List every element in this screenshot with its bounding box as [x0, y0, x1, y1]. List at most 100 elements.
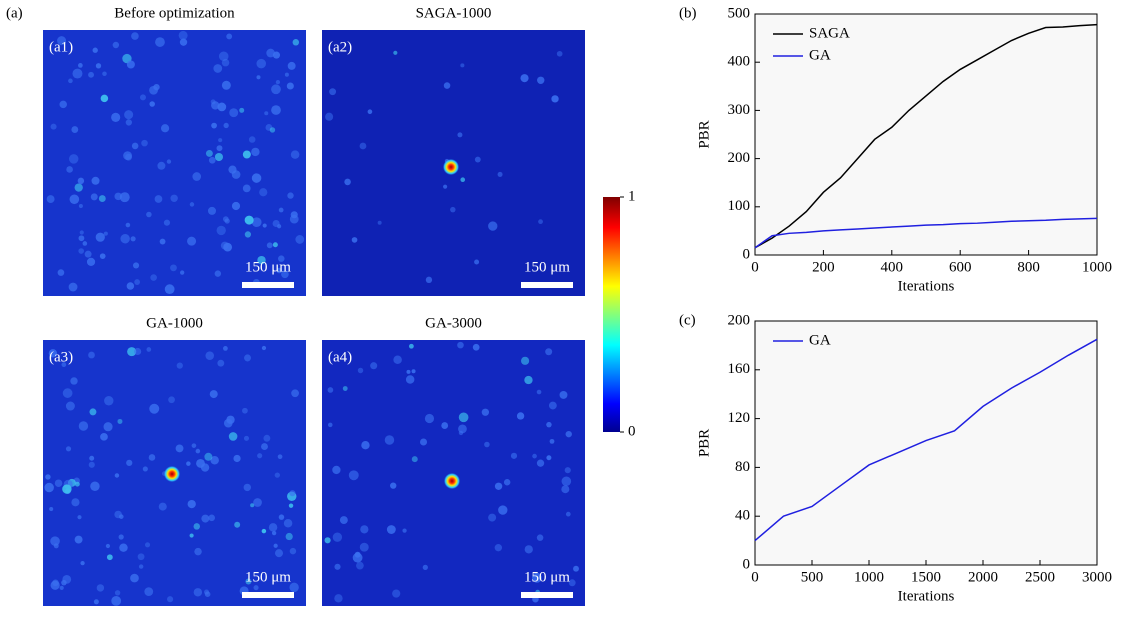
figure-label: (a) — [6, 5, 23, 21]
speckle — [266, 48, 275, 58]
x-axis-label: Iterations — [898, 588, 955, 604]
speckle — [261, 345, 267, 351]
y-axis-label: PBR — [696, 429, 712, 457]
speckle — [120, 233, 130, 244]
speckle — [286, 82, 294, 90]
speckle — [327, 387, 334, 393]
speckle — [112, 41, 120, 49]
speckle — [537, 76, 545, 85]
speckle — [131, 142, 139, 150]
y-tick-label: 160 — [728, 361, 751, 377]
speckle — [233, 454, 241, 463]
speckle — [359, 542, 369, 552]
speckle — [208, 156, 216, 164]
speckle — [531, 572, 542, 583]
speckle — [565, 511, 571, 517]
speckle — [127, 347, 137, 357]
heatmap-background — [43, 30, 306, 296]
speckle — [175, 444, 184, 453]
speckle — [573, 565, 579, 572]
x-tick-label: 2500 — [1025, 569, 1055, 585]
speckle — [224, 218, 230, 224]
speckle — [251, 173, 262, 183]
speckle — [556, 50, 563, 57]
speckle — [291, 389, 299, 398]
speckle — [186, 461, 191, 466]
colorbar — [603, 197, 620, 432]
speckle — [195, 448, 201, 454]
speckle — [494, 543, 503, 552]
speckle — [472, 343, 480, 351]
speckle — [78, 204, 83, 209]
x-tick-label: 200 — [812, 259, 835, 275]
y-tick-label: 0 — [743, 556, 751, 572]
speckle — [344, 178, 351, 186]
speckle — [180, 270, 185, 275]
speckle — [288, 503, 294, 508]
speckle — [256, 75, 261, 80]
speckle — [65, 446, 72, 452]
speckle — [68, 282, 78, 292]
speckle — [262, 223, 267, 228]
speckle — [123, 151, 132, 161]
speckle — [458, 430, 464, 436]
speckle — [289, 214, 299, 224]
speckle — [244, 354, 252, 362]
speckle — [223, 418, 233, 428]
speckle — [497, 171, 503, 177]
speckle — [88, 71, 94, 78]
speckle — [68, 78, 73, 84]
speckle — [568, 579, 576, 587]
speckle — [234, 521, 241, 528]
speckle — [74, 183, 83, 192]
speckle — [271, 84, 281, 95]
speckle — [50, 580, 60, 590]
speckle — [100, 94, 109, 103]
speckle — [250, 503, 255, 508]
focus-spot — [444, 473, 460, 489]
speckle — [354, 551, 361, 558]
speckle — [170, 194, 178, 202]
speckle — [71, 126, 79, 134]
speckle — [179, 38, 188, 46]
y-tick-label: 0 — [743, 246, 751, 262]
y-tick-label: 400 — [728, 54, 751, 70]
speckle — [77, 63, 83, 68]
speckle — [106, 554, 113, 561]
speckle — [187, 236, 197, 246]
speckle — [193, 523, 201, 530]
speckle — [284, 72, 289, 77]
speckle — [538, 219, 543, 225]
x-tick-label: 0 — [751, 259, 759, 275]
colorbar-tick-label: 1 — [628, 188, 636, 204]
speckle — [216, 225, 226, 236]
x-tick-label: 1000 — [854, 569, 884, 585]
speckle — [157, 161, 166, 170]
speckle — [126, 459, 133, 467]
speckle — [367, 109, 373, 115]
speckle — [78, 235, 85, 242]
speckle — [144, 542, 151, 548]
speckle — [98, 195, 106, 202]
speckle — [44, 482, 54, 493]
scale-bar — [242, 282, 294, 288]
speckle — [351, 237, 358, 243]
speckle — [274, 472, 281, 478]
speckle — [168, 396, 175, 404]
speckle — [111, 112, 121, 122]
speckle — [278, 207, 284, 213]
speckle — [141, 139, 148, 147]
speckle — [272, 219, 280, 228]
speckle — [494, 482, 503, 490]
speckle — [90, 481, 100, 491]
x-tick-label: 800 — [1017, 259, 1040, 275]
speckle — [287, 61, 296, 70]
panel-label: (b) — [679, 5, 697, 21]
speckle — [89, 408, 97, 416]
speckle — [259, 188, 268, 197]
speckle — [164, 284, 175, 295]
speckle — [131, 32, 139, 40]
speckle — [484, 441, 490, 448]
speckle — [242, 184, 251, 193]
speckle — [546, 421, 552, 428]
